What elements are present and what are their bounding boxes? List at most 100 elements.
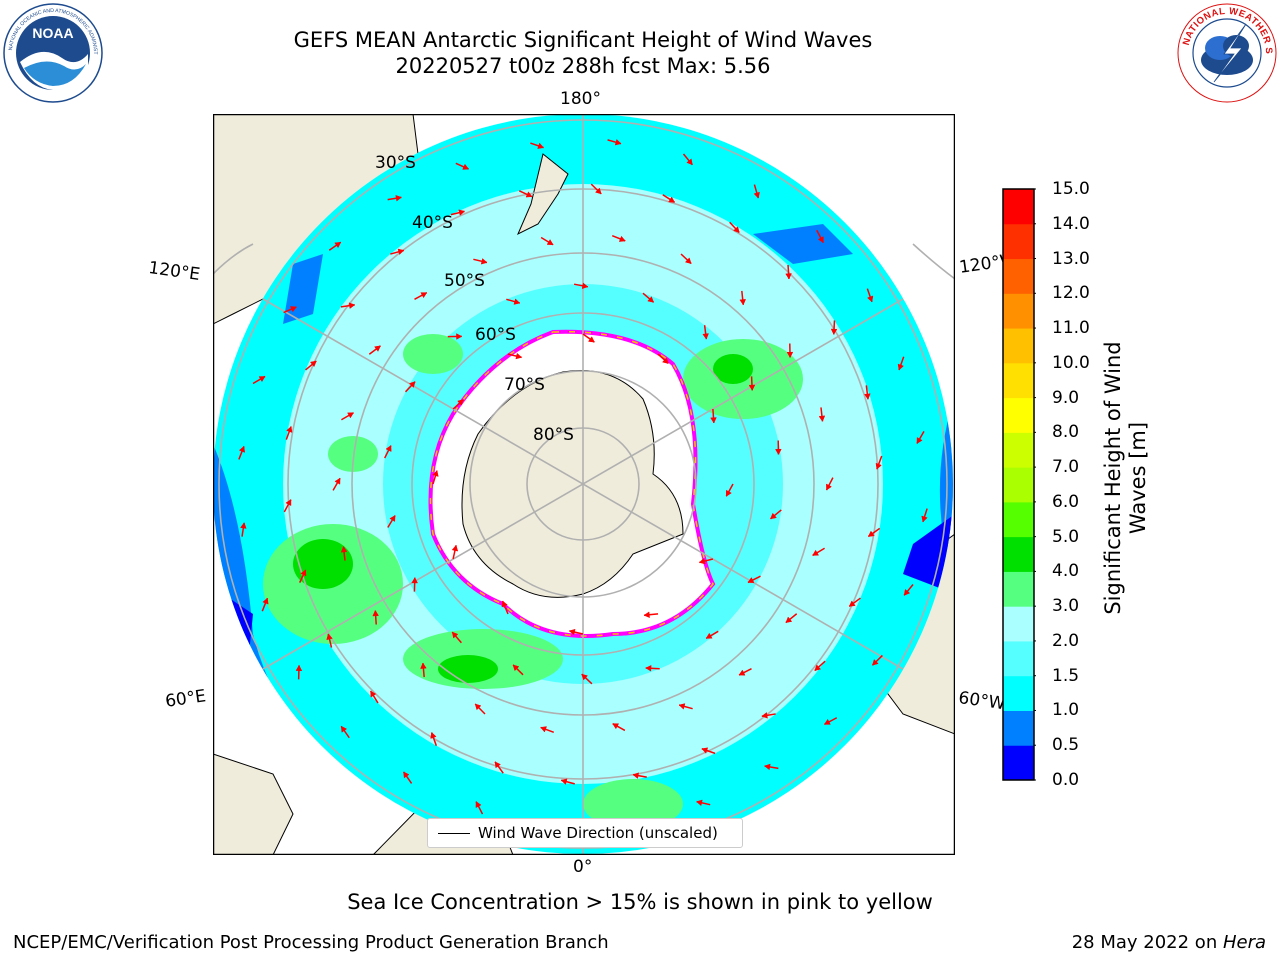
colorbar-segment (1003, 571, 1034, 607)
continent-antarctica (461, 370, 684, 598)
legend-label: Wind Wave Direction (unscaled) (478, 824, 718, 842)
wind-arrow-head (370, 690, 377, 698)
lat-label-50s: 50°S (444, 271, 485, 291)
lon-label-180: 180° (560, 89, 601, 109)
colorbar-tick-label: 9.0 (1052, 387, 1080, 408)
wind-arrow-head (872, 659, 879, 666)
wind-arrow-head (334, 477, 341, 485)
colorbar-segment (1003, 501, 1034, 538)
continent-africa (213, 753, 294, 855)
wind-arrow-head (753, 191, 760, 199)
colorbar-tick-label: 12.0 (1052, 283, 1090, 304)
map-panel (213, 114, 955, 855)
wind-arrow-head (647, 296, 655, 303)
wind-arrow-head (513, 298, 521, 305)
colorbar-segment (1003, 223, 1034, 260)
noaa-logo: NOAA NATIONAL OCEANIC AND ATMOSPHERIC AD… (2, 2, 103, 103)
colorbar-segment (1003, 606, 1034, 642)
wind-arrow-head (668, 196, 676, 203)
wind-arrow-head (347, 412, 354, 419)
colorbar-tick-label: 11.0 (1052, 318, 1090, 339)
map-legend: Wind Wave Direction (unscaled) (427, 818, 743, 848)
colorbar-tick-label: 8.0 (1052, 422, 1080, 443)
wind-arrow-head (826, 483, 832, 491)
wind-arrow-head (408, 381, 416, 388)
wind-arrow-head (258, 376, 266, 383)
wind-arrow-head (595, 187, 602, 195)
wind-arrow-head (916, 437, 923, 444)
sea-ice-note: Sea Ice Concentration > 15% is shown in … (347, 890, 933, 914)
wind-arrow-head (830, 328, 838, 335)
colorbar-segment (1003, 258, 1034, 294)
colorbar-segment (1003, 362, 1034, 399)
colorbar-tick-label: 15.0 (1052, 179, 1090, 199)
new-zealand (516, 153, 569, 236)
colorbar-tick-label: 0.5 (1052, 735, 1080, 756)
colorbar-tick-label: 4.0 (1052, 561, 1080, 582)
wind-arrow-head (684, 257, 692, 264)
colorbar-segment (1003, 710, 1034, 746)
wind-arrow-head (643, 611, 650, 619)
wind-arrow-head (457, 399, 464, 406)
wind-arrow-head (748, 384, 756, 391)
colorbar-segment (1003, 293, 1034, 329)
wind-arrow-head (581, 282, 589, 290)
lat-label-70s: 70°S (504, 375, 545, 395)
wind-arrow-head (632, 772, 639, 779)
wind-arrow-head (403, 771, 410, 779)
lat-label-80s: 80°S (533, 425, 574, 445)
wind-arrow-head (334, 241, 342, 249)
wind-arrow-head (309, 360, 317, 368)
wind-arrow-head (286, 426, 293, 433)
wind-arrow-head (770, 512, 777, 520)
wind-arrow-head (240, 522, 247, 529)
wind-arrow-head (875, 462, 882, 470)
wind-arrow-head (374, 345, 381, 352)
wind-arrow-head (395, 194, 402, 202)
colorbar (1002, 188, 1036, 781)
wind-arrow-head (474, 703, 482, 711)
wind-arrow-head (285, 499, 292, 507)
lon-label-60e: 60°E (164, 686, 208, 712)
wind-arrow-head (698, 557, 706, 565)
wind-arrow-head (512, 664, 520, 672)
wind-arrow-head (451, 544, 459, 552)
wind-arrow-head (696, 799, 703, 807)
wind-arrow-head (451, 631, 459, 639)
wind-arrow-head (612, 723, 620, 730)
wind-arrow-head (494, 761, 501, 769)
wind-arrow-head (764, 763, 771, 771)
wind-arrow-head (295, 664, 303, 671)
colorbar-tick-label: 0.0 (1052, 770, 1080, 790)
wind-arrow-head (397, 248, 405, 256)
wind-arrow-head (726, 489, 732, 497)
colorbar-tick-label: 1.0 (1052, 700, 1080, 721)
run-date: 28 May 2022 on Hera (1071, 932, 1266, 953)
wind-arrow-head (420, 292, 428, 299)
wind-arrow-head (848, 600, 856, 607)
colorbar-tick-label: 6.0 (1052, 491, 1080, 512)
wind-arrow-head (290, 306, 297, 313)
colorbar-segment (1003, 467, 1034, 503)
wind-arrow-head (614, 139, 622, 146)
lon-label-120e: 120°E (147, 258, 202, 286)
wind-arrow-head (867, 530, 875, 537)
chart-subtitle: 20220527 t00z 288h fcst Max: 5.56 (395, 54, 771, 78)
wind-arrow-head (785, 616, 793, 623)
wind-arrow-head (705, 632, 713, 639)
wind-arrow-head (733, 226, 740, 233)
wind-arrow-head (817, 236, 824, 244)
branch-credit: NCEP/EMC/Verification Post Processing Pr… (13, 932, 609, 953)
wind-arrow-head (814, 664, 822, 671)
colorbar-segment (1003, 328, 1034, 364)
wind-arrow-head (897, 363, 904, 371)
wind-arrow-head (662, 357, 669, 364)
colorbar-segment (1003, 640, 1034, 677)
colorbar-tick-label: 7.0 (1052, 457, 1080, 478)
colorbar-segment (1003, 189, 1034, 225)
wind-arrow-head (785, 273, 792, 280)
wind-arrow-head (823, 718, 831, 725)
wind-arrow-head (739, 299, 746, 306)
wind-arrow-head (710, 417, 717, 424)
wind-arrow-head (678, 703, 686, 710)
